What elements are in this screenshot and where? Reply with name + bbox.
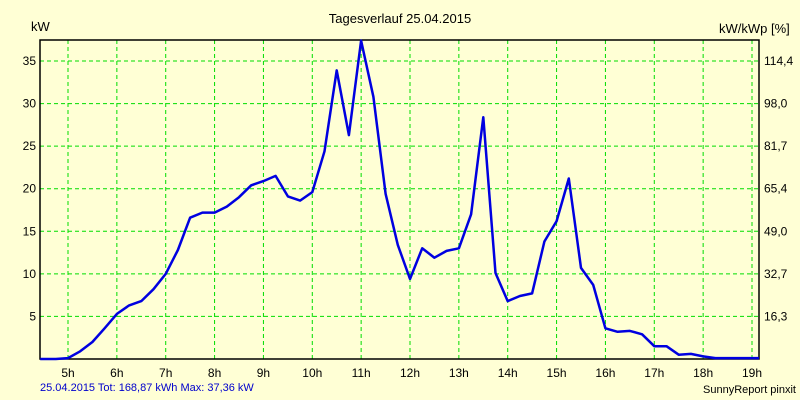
- y-left-tick-label: 25: [23, 139, 37, 153]
- y-axis-right-label: kW/kWp [%]: [719, 21, 790, 36]
- x-tick-label: 9h: [257, 366, 270, 380]
- y-axis-left-label: kW: [31, 19, 50, 34]
- x-tick-label: 17h: [644, 366, 664, 380]
- y-left-tick-label: 20: [23, 182, 37, 196]
- x-tick-label: 13h: [449, 366, 469, 380]
- y-left-tick-label: 35: [23, 54, 37, 68]
- x-tick-label: 8h: [208, 366, 221, 380]
- chart-title: Tagesverlauf 25.04.2015: [328, 11, 472, 26]
- y-right-tick-label: 49,0: [764, 224, 788, 238]
- x-tick-label: 14h: [498, 366, 518, 380]
- grid-lines: [40, 40, 759, 359]
- power-line-series: [40, 39, 759, 361]
- x-tick-label: 15h: [547, 366, 567, 380]
- y-right-tick-label: 65,4: [764, 182, 788, 196]
- x-tick-label: 10h: [302, 366, 322, 380]
- y-right-tick-label: 32,7: [764, 267, 788, 281]
- plot-border: [39, 39, 760, 360]
- y-axis-right-ticks: 16,3 32,7 49,0 65,4 81,7 98,0 114,4: [764, 54, 793, 323]
- y-left-tick-label: 10: [23, 267, 37, 281]
- x-tick-label: 11h: [352, 366, 371, 380]
- brand-label: SunnyReport pinxit: [703, 384, 796, 396]
- x-tick-label: 19h: [742, 366, 762, 380]
- y-left-tick-label: 30: [23, 97, 37, 111]
- x-tick-label: 12h: [400, 366, 420, 380]
- y-right-tick-label: 114,4: [764, 54, 793, 68]
- y-right-tick-label: 16,3: [764, 309, 788, 323]
- x-tick-label: 5h: [61, 366, 74, 380]
- daily-summary: 25.04.2015 Tot: 168,87 kWh Max: 37,36 kW: [40, 382, 254, 394]
- y-left-tick-label: 5: [29, 309, 36, 323]
- x-tick-label: 6h: [110, 366, 123, 380]
- x-tick-label: 7h: [159, 366, 172, 380]
- x-tick-label: 16h: [595, 366, 615, 380]
- y-left-tick-label: 15: [23, 224, 37, 238]
- x-axis-ticks: 5h 6h 7h 8h 9h 10h 11h 12h 13h 14h 15h 16h 17h 18h 19h: [61, 366, 762, 380]
- y-right-tick-label: 98,0: [764, 97, 788, 111]
- y-axis-left-ticks: 5 10 15 20 25 30 35: [23, 54, 37, 323]
- y-right-tick-label: 81,7: [764, 139, 788, 153]
- x-tick-label: 18h: [693, 366, 713, 380]
